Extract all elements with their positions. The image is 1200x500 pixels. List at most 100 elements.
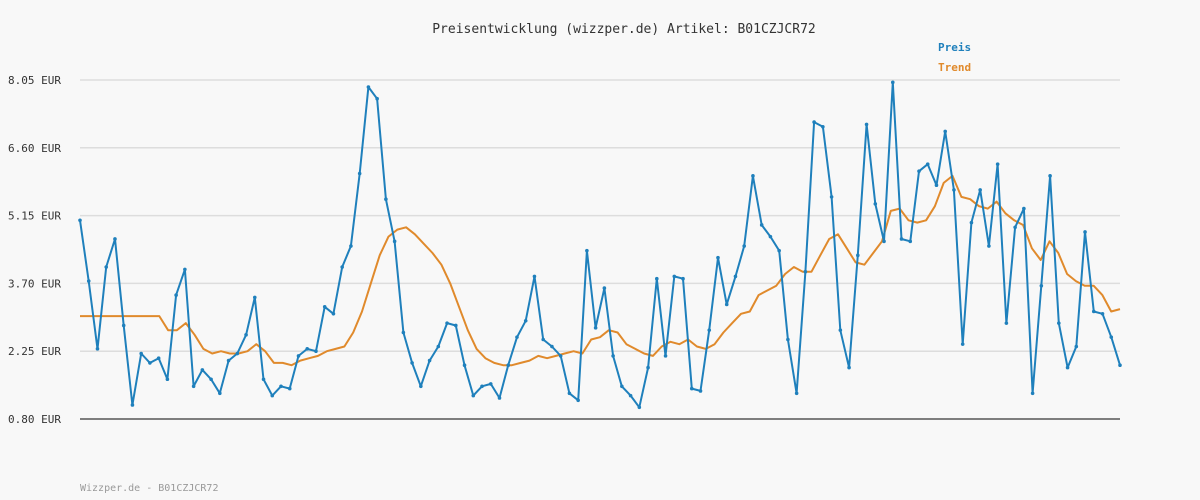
- data-point-preis: [235, 351, 240, 356]
- data-point-preis: [183, 267, 187, 272]
- data-point-preis: [357, 171, 362, 176]
- y-tick-label: 0.80 EUR: [8, 413, 61, 426]
- data-point-preis: [934, 183, 939, 188]
- data-point-preis: [838, 328, 843, 332]
- data-point-preis: [392, 239, 397, 244]
- data-point-preis: [882, 239, 886, 244]
- y-tick-label: 3.70 EUR: [8, 277, 61, 290]
- data-point-preis: [322, 304, 327, 309]
- data-point-preis: [890, 80, 895, 85]
- data-point-preis: [733, 274, 738, 279]
- y-tick-label: 6.60 EUR: [8, 142, 61, 155]
- legend-preis: Preis: [938, 41, 971, 54]
- data-point-preis: [331, 311, 336, 316]
- data-point-preis: [174, 293, 178, 297]
- data-point-preis: [655, 276, 659, 281]
- data-point-preis: [488, 382, 493, 386]
- data-point-preis: [401, 330, 406, 335]
- data-point-preis: [794, 391, 799, 396]
- data-point-preis: [532, 274, 537, 279]
- data-point-preis: [1083, 230, 1087, 234]
- data-point-preis: [139, 351, 143, 356]
- data-point-preis: [558, 354, 563, 358]
- y-tick-label: 5.15 EUR: [8, 210, 61, 223]
- data-point-preis: [908, 239, 913, 244]
- data-point-preis: [716, 255, 720, 260]
- series-line-preis: [79, 81, 1121, 409]
- data-point-preis: [707, 328, 712, 332]
- chart-title: Preisentwicklung (wizzper.de) Artikel: B…: [432, 22, 816, 37]
- data-point-preis: [689, 386, 694, 391]
- data-point-preis: [314, 349, 318, 354]
- data-point-preis: [349, 244, 353, 248]
- data-point-preis: [829, 195, 834, 199]
- series-line-trend: [80, 174, 1121, 367]
- data-point-preis: [1048, 174, 1052, 178]
- data-point-preis: [550, 344, 554, 349]
- data-point-preis: [742, 244, 747, 248]
- data-point-preis: [244, 333, 248, 337]
- data-point-preis: [576, 398, 580, 403]
- data-point-preis: [672, 274, 677, 279]
- data-point-preis: [620, 384, 624, 389]
- data-point-preis: [1118, 363, 1122, 368]
- data-point-preis: [987, 244, 991, 248]
- data-point-preis: [480, 384, 484, 389]
- y-axis-ticks: 8.05 EUR 6.60 EUR 5.15 EUR 3.70 EUR 2.25 EUR…: [8, 74, 61, 426]
- data-point-preis: [436, 344, 441, 349]
- data-point-preis: [917, 169, 921, 173]
- data-point-preis: [925, 162, 930, 166]
- data-point-preis: [1091, 309, 1096, 314]
- data-point-preis: [759, 223, 764, 227]
- data-point-preis: [1057, 321, 1061, 325]
- data-point-preis: [471, 393, 476, 398]
- data-point-preis: [812, 120, 816, 124]
- y-tick-label: 2.25 EUR: [8, 345, 61, 358]
- data-point-preis: [637, 405, 642, 410]
- data-point-preis: [86, 279, 91, 283]
- data-point-preis: [943, 129, 948, 134]
- data-point-preis: [768, 234, 773, 239]
- data-point-preis: [786, 337, 790, 342]
- series-layer: [78, 80, 1122, 410]
- data-point-preis: [462, 363, 467, 368]
- data-point-preis: [427, 358, 432, 363]
- data-point-preis: [585, 248, 589, 253]
- data-point-preis: [847, 365, 851, 370]
- data-point-preis: [1109, 335, 1114, 339]
- data-point-preis: [995, 162, 1000, 166]
- data-point-preis: [960, 342, 965, 346]
- data-point-preis: [611, 354, 615, 358]
- data-point-preis: [226, 358, 231, 363]
- data-point-preis: [602, 286, 607, 290]
- data-point-preis: [445, 321, 449, 325]
- data-point-preis: [751, 174, 755, 178]
- data-point-preis: [287, 386, 292, 391]
- data-point-preis: [252, 295, 257, 300]
- data-point-preis: [305, 347, 310, 351]
- data-point-preis: [497, 396, 502, 400]
- data-point-preis: [209, 377, 213, 382]
- data-point-preis: [130, 403, 135, 407]
- data-point-preis: [113, 237, 117, 241]
- data-point-preis: [366, 85, 371, 89]
- footer-label: Wizzper.de - B01CZJCR72: [80, 483, 218, 494]
- data-point-preis: [270, 393, 275, 398]
- data-point-preis: [978, 188, 982, 192]
- data-point-preis: [156, 356, 161, 361]
- data-point-preis: [1030, 391, 1035, 396]
- data-point-preis: [148, 361, 152, 365]
- data-point-preis: [1065, 365, 1070, 370]
- data-point-preis: [1013, 225, 1017, 230]
- data-point-preis: [1022, 206, 1026, 211]
- data-point-preis: [419, 384, 423, 389]
- data-point-preis: [777, 248, 781, 253]
- data-point-preis: [567, 391, 572, 396]
- data-point-preis: [952, 188, 956, 192]
- data-point-preis: [681, 276, 685, 281]
- data-point-preis: [261, 377, 266, 382]
- data-point-preis: [698, 389, 703, 393]
- data-point-preis: [523, 319, 528, 323]
